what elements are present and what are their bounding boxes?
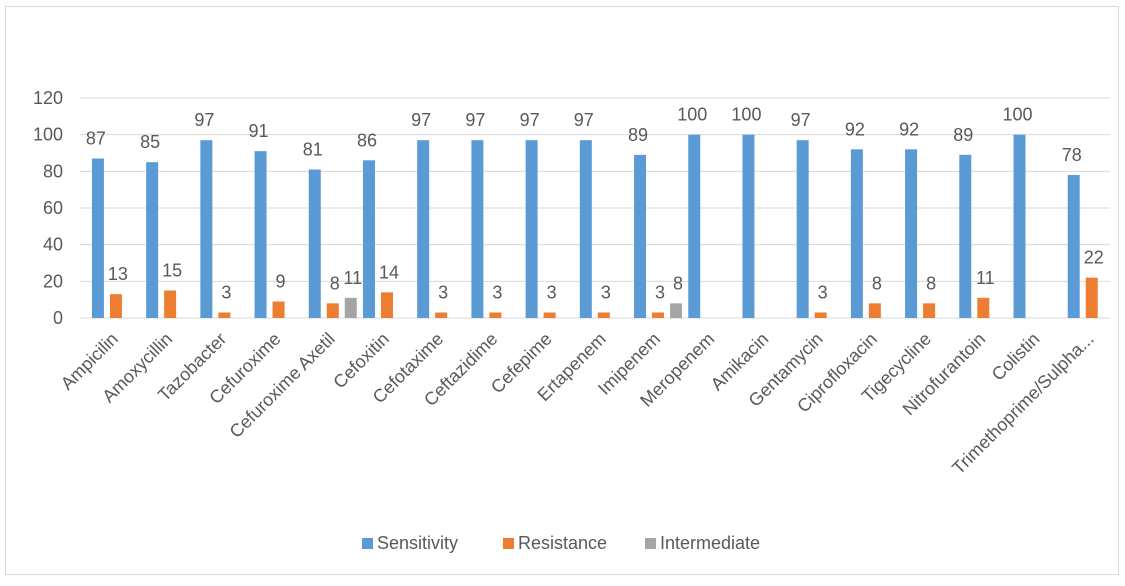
y-axis-tick-labels: 0 20 40 60 80 100 120: [33, 88, 63, 328]
bar-resistance-cefuroxime: [272, 301, 285, 318]
data-label-sensitivity: 89: [628, 125, 648, 145]
bar-sensitivity-nitrofurantoin: [959, 154, 972, 318]
bar-sensitivity-cefuroxime-axetil: [308, 169, 321, 318]
bar-sensitivity-trimethoprime-sulpha: [1067, 175, 1080, 318]
y-tick-label: 100: [33, 125, 63, 145]
data-label-resistance: 8: [330, 273, 340, 293]
data-label-resistance: 15: [162, 261, 182, 281]
bar-resistance-ciprofloxacin: [868, 303, 881, 318]
data-label-sensitivity: 97: [574, 110, 594, 130]
data-label-sensitivity: 87: [86, 129, 106, 149]
data-label-intermediate: 8: [673, 273, 683, 293]
y-tick-label: 40: [43, 235, 63, 255]
y-tick-label: 120: [33, 88, 63, 108]
data-label-resistance: 22: [1084, 248, 1104, 268]
data-label-sensitivity: 100: [731, 105, 761, 125]
data-label-resistance: 13: [108, 264, 128, 284]
bar-resistance-cefuroxime-axetil: [326, 303, 339, 318]
gridlines: [80, 97, 1110, 319]
data-label-sensitivity: 97: [194, 110, 214, 130]
bar-sensitivity-ceftazidime: [471, 140, 484, 318]
data-label-intermediate: 11: [343, 268, 362, 288]
bar-sensitivity-gentamycin: [796, 140, 809, 318]
data-label-sensitivity: 92: [899, 119, 919, 139]
data-label-sensitivity: 97: [520, 110, 540, 130]
bar-resistance-nitrofurantoin: [977, 297, 990, 318]
data-label-sensitivity: 78: [1062, 145, 1082, 165]
y-tick-label: 20: [43, 271, 63, 291]
bar-resistance-cefoxitin: [380, 292, 393, 318]
bar-sensitivity-cefotaxime: [417, 140, 430, 318]
y-tick-label: 80: [43, 161, 63, 181]
data-label-resistance: 3: [438, 283, 448, 303]
data-label-resistance: 3: [818, 283, 828, 303]
data-label-resistance: 8: [872, 273, 882, 293]
bar-resistance-tigecycline: [923, 303, 936, 318]
bar-resistance-ceftazidime: [489, 312, 502, 318]
legend-label-sensitivity: Sensitivity: [377, 533, 458, 553]
bar-resistance-ertapenem: [597, 312, 610, 318]
bar-resistance-imipenem: [652, 312, 665, 318]
data-label-sensitivity: 86: [357, 130, 377, 150]
bar-sensitivity-cefepime: [525, 140, 538, 318]
data-label-sensitivity: 85: [140, 132, 160, 152]
bar-resistance-tazobacter: [218, 312, 231, 318]
y-tick-label: 60: [43, 198, 63, 218]
data-label-sensitivity: 92: [845, 119, 865, 139]
legend-label-intermediate: Intermediate: [660, 533, 760, 553]
bar-resistance-amoxycillin: [164, 290, 177, 318]
bar-sensitivity-colistin: [1013, 134, 1026, 318]
bar-sensitivity-meropenem: [688, 134, 701, 318]
bar-sensitivity-amikacin: [742, 134, 755, 318]
bar-sensitivity-ampicilin: [91, 158, 104, 318]
data-label-sensitivity: 91: [249, 121, 269, 141]
data-label-sensitivity: 89: [953, 125, 973, 145]
bar-resistance-cefotaxime: [435, 312, 448, 318]
data-label-sensitivity: 100: [677, 105, 707, 125]
bar-sensitivity-cefoxitin: [362, 160, 375, 318]
data-label-resistance: 8: [926, 273, 936, 293]
bar-sensitivity-cefuroxime: [254, 151, 267, 318]
data-label-resistance: 9: [276, 272, 286, 292]
data-label-sensitivity: 97: [791, 110, 811, 130]
bar-sensitivity-tigecycline: [905, 149, 918, 318]
data-label-resistance: 3: [601, 283, 611, 303]
data-label-sensitivity: 97: [411, 110, 431, 130]
data-label-sensitivity: 81: [303, 140, 323, 160]
bar-resistance-cefepime: [543, 312, 556, 318]
bar-resistance-gentamycin: [814, 312, 827, 318]
chart-border: [5, 6, 1119, 575]
bar-sensitivity-tazobacter: [200, 140, 213, 318]
data-label-resistance: 14: [379, 262, 399, 282]
data-label-resistance: 11: [976, 268, 995, 288]
bar-sensitivity-imipenem: [634, 154, 647, 318]
data-label-resistance: 3: [492, 283, 502, 303]
data-label-sensitivity: 100: [1002, 105, 1032, 125]
legend-label-resistance: Resistance: [518, 533, 607, 553]
legend-swatch-sensitivity: [362, 538, 373, 549]
bars: [91, 134, 1098, 318]
bar-intermediate-imipenem: [670, 303, 683, 318]
data-label-sensitivity: 97: [465, 110, 485, 130]
legend-swatch-intermediate: [645, 538, 656, 549]
data-label-resistance: 3: [547, 283, 557, 303]
bar-resistance-ampicilin: [109, 294, 122, 318]
legend-swatch-resistance: [503, 538, 514, 549]
data-label-resistance: 3: [221, 283, 231, 303]
bar-sensitivity-amoxycillin: [146, 162, 159, 318]
data-label-resistance: 3: [655, 283, 665, 303]
bar-sensitivity-ertapenem: [579, 140, 592, 318]
bar-intermediate-cefuroxime-axetil: [344, 297, 357, 318]
legend: Sensitivity Resistance Intermediate: [362, 533, 760, 553]
bar-resistance-trimethoprime-sulpha: [1085, 277, 1098, 318]
bar-sensitivity-ciprofloxacin: [850, 149, 863, 318]
y-tick-label: 0: [53, 308, 63, 328]
